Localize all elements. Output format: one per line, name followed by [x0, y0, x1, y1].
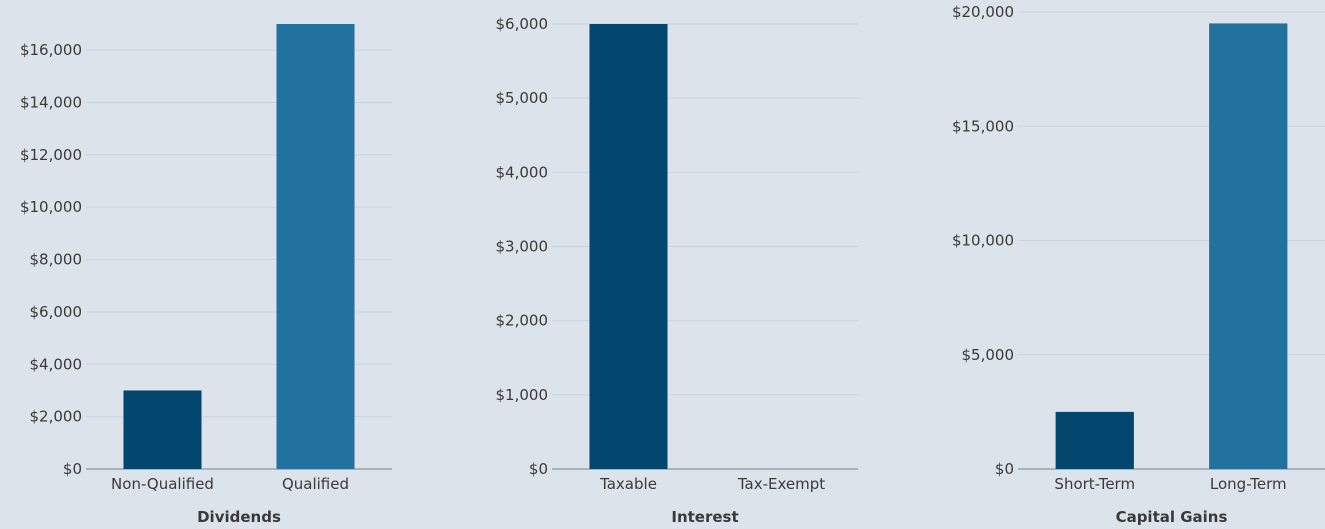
- bar-taxable: [589, 24, 668, 469]
- y-tick-label: $0: [995, 460, 1014, 478]
- x-tick-label: Qualified: [282, 475, 349, 493]
- y-tick-label: $6,000: [496, 15, 549, 33]
- bar-long-term: [1209, 23, 1288, 470]
- bar-non-qualified: [123, 390, 202, 469]
- y-tick-label: $2,000: [30, 408, 83, 426]
- y-tick-label: $14,000: [20, 94, 82, 112]
- y-tick-label: $1,000: [496, 386, 549, 404]
- bar-qualified: [276, 24, 355, 469]
- y-tick-label: $2,000: [496, 312, 549, 330]
- y-tick-label: $16,000: [20, 41, 82, 59]
- capital-gains-chart: $0 $5,000 $10,000 $15,000 $20,000 Short-Term L…: [952, 3, 1325, 526]
- y-tick-label: $6,000: [30, 303, 83, 321]
- dividends-chart: $0 $2,000 $4,000 $6,000 $8,000 $10,000 $12,000…: [20, 24, 392, 526]
- x-tick-label: Long-Term: [1210, 475, 1287, 493]
- chart-title: Interest: [671, 508, 738, 526]
- y-tick-label: $0: [63, 460, 82, 478]
- y-tick-label: $4,000: [496, 163, 549, 181]
- interest-chart: $0 $1,000 $2,000 $3,000 $4,000 $5,000 $6,000 Ta…: [496, 15, 858, 526]
- y-tick-label: $10,000: [20, 198, 82, 216]
- bar-short-term: [1055, 411, 1134, 469]
- y-tick-label: $20,000: [952, 3, 1014, 21]
- y-tick-label: $3,000: [496, 238, 549, 256]
- y-tick-label: $8,000: [30, 251, 83, 269]
- x-tick-label: Non-Qualified: [111, 475, 214, 493]
- y-tick-label: $10,000: [952, 232, 1014, 250]
- y-tick-label: $5,000: [496, 89, 549, 107]
- y-tick-label: $4,000: [30, 355, 83, 373]
- chart-title: Dividends: [197, 508, 281, 526]
- chart-title: Capital Gains: [1116, 508, 1228, 526]
- y-tick-label: $15,000: [952, 117, 1014, 135]
- y-tick-label: $0: [529, 460, 548, 478]
- x-tick-label: Tax-Exempt: [737, 475, 825, 493]
- x-tick-label: Taxable: [599, 475, 657, 493]
- y-tick-label: $5,000: [962, 346, 1015, 364]
- x-tick-label: Short-Term: [1054, 475, 1135, 493]
- y-tick-label: $12,000: [20, 146, 82, 164]
